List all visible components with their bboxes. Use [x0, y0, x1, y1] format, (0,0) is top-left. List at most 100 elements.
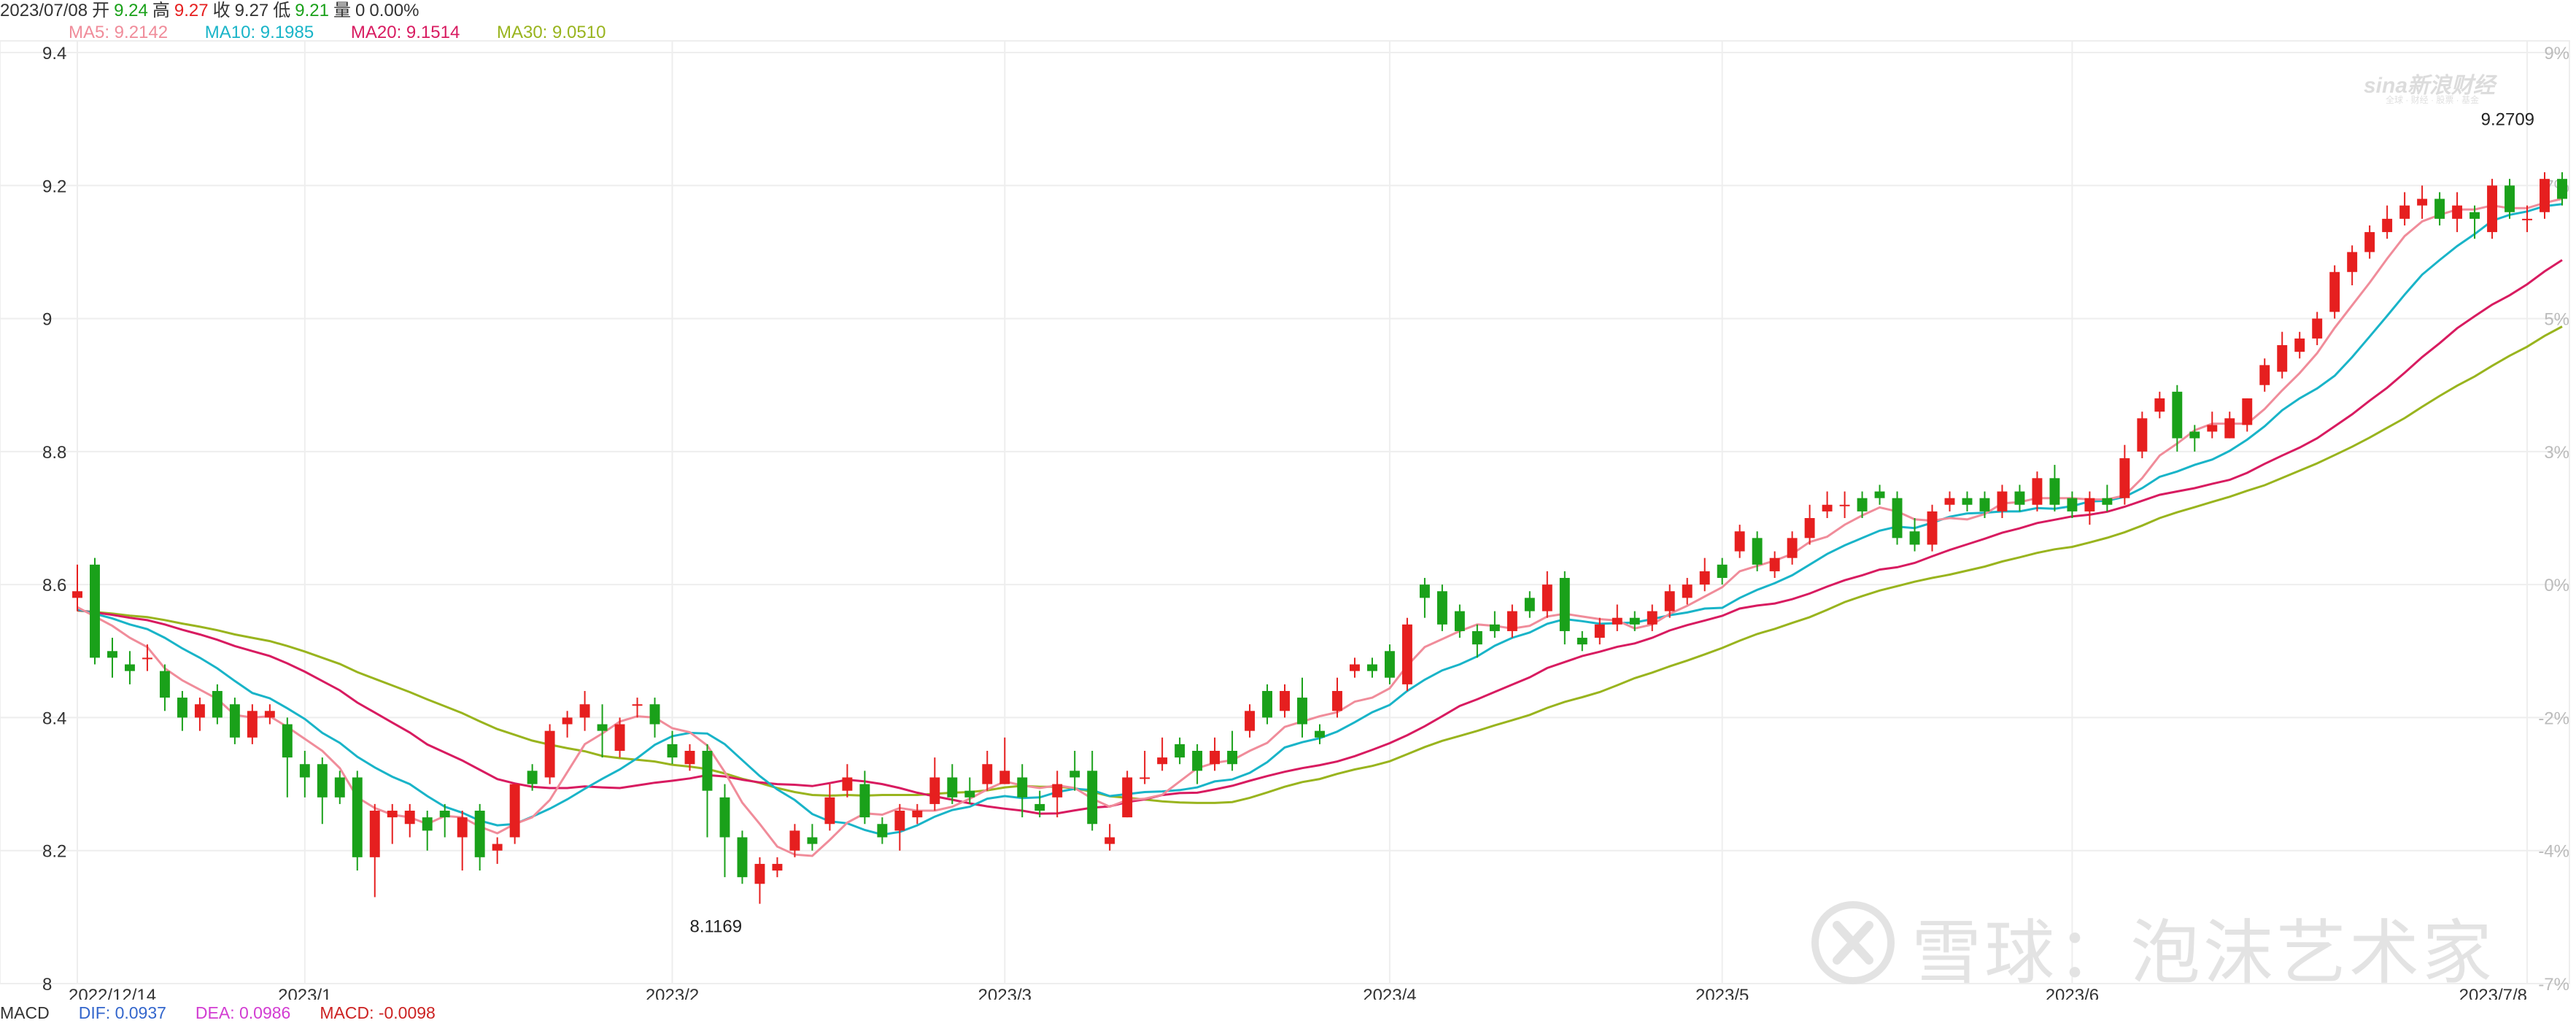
candle-body [824, 797, 835, 825]
candlestick-chart[interactable]: 8 -7%8.2 -4%8.4 -2%8.6 0%8.8 3%9 5%9.2 7%9.4 9%2… [0, 0, 2576, 1000]
ma30-line [77, 325, 2563, 804]
candle-body [1857, 498, 1868, 511]
right-percent-label: 5% [2544, 310, 2569, 330]
x-tick-label: 2022/12/14 [69, 986, 156, 1000]
candle-body [2487, 185, 2498, 233]
candle-body [492, 844, 503, 851]
candle-body [1070, 771, 1080, 778]
candle-body [562, 717, 573, 725]
candle-body [1927, 511, 1938, 545]
candle-body [1454, 611, 1465, 631]
candle-body [317, 764, 328, 798]
candle-body [1542, 584, 1552, 611]
price-annotation: 9.2709 [2481, 110, 2534, 130]
candle-body [1577, 638, 1587, 645]
sina-logo-text: sina新浪财经 [2364, 74, 2496, 98]
candle-body [369, 811, 380, 857]
candle-body [894, 811, 905, 831]
candle-body [404, 811, 415, 825]
volume-label: 量 [333, 1, 351, 20]
candle-body [1384, 651, 1395, 678]
candle-body [2277, 345, 2288, 372]
candle-body [2259, 365, 2270, 385]
macd-title: MACD [0, 1003, 50, 1022]
candle-body [789, 830, 800, 851]
candle-body [1769, 557, 1780, 571]
candle-body [1699, 571, 1710, 585]
ma5-legend: MA5: 9.2142 [69, 23, 169, 42]
candle-body [929, 777, 940, 804]
candle-body [859, 784, 870, 818]
candle-body [509, 784, 520, 838]
candle-body [264, 711, 275, 718]
right-percent-label: 3% [2544, 443, 2569, 463]
candle-body [1752, 538, 1763, 565]
candle-body [159, 671, 170, 698]
candle-body [2505, 185, 2515, 212]
high-value: 9.27 [174, 1, 209, 20]
candle-body [1315, 730, 1325, 738]
candle-body [1647, 611, 1658, 625]
candle-body [2417, 198, 2428, 206]
macd-legend: MACD DIF: 0.0937 DEA: 0.0986 MACD: -0.0098 [0, 1003, 465, 1023]
right-percent-label: -4% [2538, 842, 2569, 862]
candle-body [1892, 498, 1903, 538]
candle-body [2102, 498, 2113, 505]
candle-body [597, 724, 608, 731]
candle-body [649, 704, 660, 725]
y-tick-label: 9.4 [42, 44, 66, 63]
candle-body [1804, 518, 1815, 538]
candle-body [2084, 498, 2095, 511]
watermark-label: 雪球：泡沫艺术家 [1911, 912, 2495, 994]
candle-body [1944, 498, 1955, 505]
macd-value: MACD: -0.0098 [320, 1003, 436, 1022]
candle-body [772, 863, 783, 871]
candle-body [1087, 771, 1098, 825]
xueqiu-logo-icon [1811, 901, 1895, 984]
candle-body [1122, 777, 1133, 818]
candle-body [2452, 205, 2463, 219]
info-date: 2023/07/08 [0, 1, 88, 20]
candle-body [1401, 624, 1412, 684]
candle-body [632, 704, 643, 706]
candle-body [142, 657, 152, 660]
right-percent-label: -7% [2538, 975, 2569, 995]
right-percent-label: 0% [2544, 576, 2569, 595]
candle-body [1245, 711, 1256, 731]
x-tick-label: 2023/3 [978, 986, 1032, 1000]
candle-body [1105, 837, 1115, 844]
candle-body [90, 564, 100, 658]
info-line: 2023/07/08 开 9.24 高 9.27 收 9.27 低 9.21 量 0 0.00% [0, 0, 423, 22]
candle-body [614, 724, 625, 751]
x-tick-label: 2023/4 [1363, 986, 1416, 1000]
candle-body [2294, 338, 2305, 352]
dif-value: DIF: 0.0937 [78, 1003, 166, 1022]
candle-body [2014, 491, 2025, 505]
candle-body [299, 764, 310, 778]
low-label: 低 [273, 1, 291, 20]
dea-value: DEA: 0.0986 [195, 1003, 291, 1022]
candle-body [1734, 531, 1745, 552]
candle-body [2154, 398, 2165, 412]
candle-body [387, 811, 398, 818]
candle-body [2137, 418, 2148, 452]
candle-body [1227, 751, 1238, 765]
y-tick-label: 8.4 [42, 709, 66, 728]
candle-body [1594, 624, 1605, 638]
candle-body [544, 730, 555, 778]
ma30-legend: MA30: 9.0510 [496, 23, 606, 42]
candle-body [1664, 591, 1675, 611]
candle-body [2067, 498, 2078, 511]
candle-body [422, 817, 433, 831]
candle-body [1559, 578, 1570, 631]
candle-body [1717, 564, 1728, 579]
candle-body [1436, 591, 1447, 625]
candle-body [1787, 538, 1798, 558]
candle-body [72, 591, 82, 598]
candle-body [1822, 504, 1833, 511]
candle-body [247, 711, 258, 738]
candle-body [1052, 784, 1063, 798]
candle-body [1280, 690, 1290, 711]
right-percent-label: -2% [2538, 709, 2569, 728]
candle-body [352, 777, 363, 857]
